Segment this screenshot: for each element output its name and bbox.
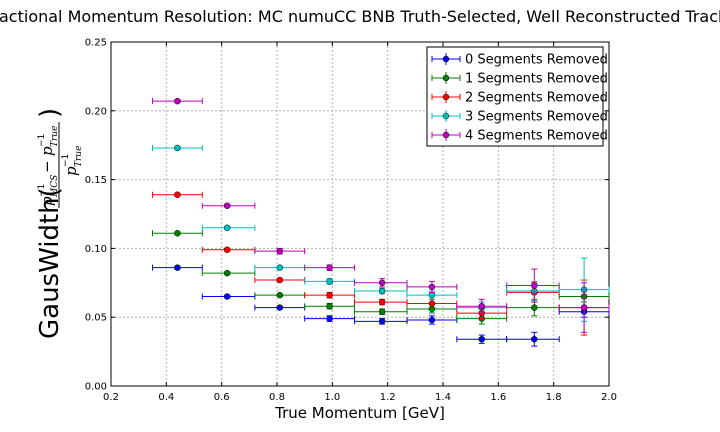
legend-label: 4 Segments Removed (465, 129, 608, 144)
legend-label: 0 Segments Removed (465, 53, 608, 68)
data-point (223, 224, 231, 232)
data-point (174, 97, 181, 105)
data-point (478, 302, 485, 310)
data-point (174, 191, 181, 198)
legend-label: 1 Segments Removed (465, 72, 608, 87)
data-point (531, 335, 538, 343)
y-axis-label-num-minus: − (38, 160, 56, 173)
y-tick-label: 0.05 (85, 313, 107, 324)
plot-frame (110, 41, 610, 387)
data-point (174, 264, 181, 271)
data-point (326, 302, 333, 310)
y-tick-label: 0.10 (85, 244, 107, 255)
x-tick-label: 0.6 (214, 392, 230, 403)
x-tick-label: 0.4 (158, 392, 174, 403)
y-axis-label-suffix: ) (35, 108, 65, 118)
legend-marker (442, 112, 450, 120)
legend: 0 Segments Removed 1 Segments Removed 2 Se… (426, 46, 608, 147)
data-point (223, 246, 231, 254)
data-point (276, 264, 284, 271)
chart-title: Fractional Momentum Resolution: MC numuC… (0, 7, 720, 26)
y-axis-label: GausWidth( p MCS −1 − p True −1 p True −… (35, 108, 84, 339)
series-1 (152, 230, 610, 325)
data-point (326, 315, 333, 322)
series-4 (152, 97, 610, 333)
series-layer (152, 97, 610, 347)
y-axis-label-den-exp: −1 (61, 154, 71, 167)
data-point (223, 202, 231, 209)
y-axis-label-num-sub1: MCS (50, 175, 60, 198)
y-tick-label: 0.00 (85, 382, 107, 393)
data-point (580, 304, 588, 311)
data-point (378, 308, 386, 315)
legend-marker (442, 74, 450, 82)
x-tick-label: 2.0 (601, 392, 617, 403)
data-point (378, 287, 386, 295)
data-point (174, 230, 181, 237)
data-point (223, 269, 231, 277)
x-tick-label: 1.6 (490, 392, 506, 403)
y-axis-label-num-exp1: −1 (37, 184, 47, 197)
data-point (276, 304, 284, 311)
grid-layer (111, 42, 609, 386)
data-point (276, 247, 284, 255)
x-tick-label: 1.2 (380, 392, 396, 403)
y-axis-label-num-exp2: −1 (37, 134, 47, 147)
data-point (428, 283, 436, 291)
legend-label: 2 Segments Removed (465, 91, 608, 106)
data-point (478, 335, 485, 343)
data-point (223, 293, 231, 300)
legend-label: 3 Segments Removed (465, 110, 608, 125)
y-axis-label-prefix: GausWidth( (35, 187, 65, 339)
data-point (378, 279, 386, 287)
axis-ticks: 0.2 0.4 0.6 0.8 1.0 1.2 1.4 1.6 1.8 2.0 0.00 0.05 0.… (85, 38, 617, 404)
y-axis-label-den-p: p (62, 166, 80, 176)
x-tick-label: 1.8 (546, 392, 562, 403)
legend-marker (442, 55, 450, 63)
data-point (531, 304, 538, 311)
data-point (378, 318, 386, 325)
data-point (428, 300, 436, 307)
data-point (326, 278, 333, 285)
series-0 (152, 264, 610, 347)
x-tick-label: 1.0 (324, 392, 340, 403)
x-axis-label: True Momentum [GeV] (274, 404, 445, 422)
y-tick-label: 0.20 (85, 106, 107, 117)
data-point (428, 291, 436, 299)
x-tick-label: 0.8 (269, 392, 285, 403)
data-point (276, 291, 284, 299)
y-tick-label: 0.15 (85, 175, 107, 186)
data-point (326, 264, 333, 271)
series-3 (152, 144, 610, 322)
data-point (174, 144, 181, 152)
legend-marker (442, 131, 450, 139)
y-tick-label: 0.25 (85, 38, 107, 49)
x-tick-label: 1.4 (435, 392, 451, 403)
data-point (276, 276, 284, 284)
y-axis-label-num-p: p (38, 196, 56, 206)
y-axis-label-num-p2: p (38, 146, 56, 156)
data-point (428, 316, 436, 324)
x-tick-label: 0.2 (103, 392, 119, 403)
legend-marker (442, 93, 450, 101)
y-axis-label-num-sub2: True (50, 126, 60, 147)
data-point (378, 298, 386, 306)
y-axis-label-den-sub: True (74, 146, 84, 167)
data-point (531, 282, 538, 289)
data-point (326, 291, 333, 299)
